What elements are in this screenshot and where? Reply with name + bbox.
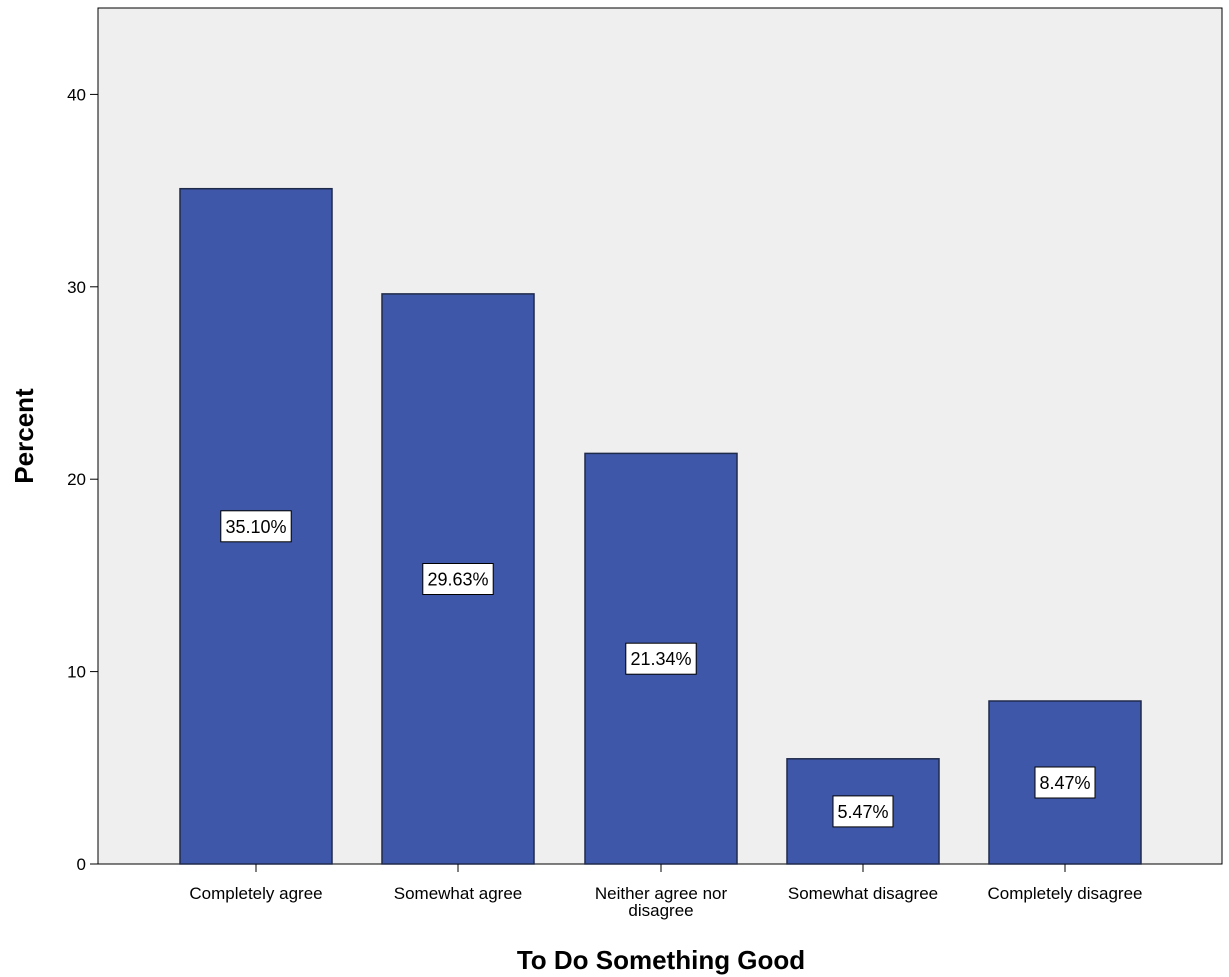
data-label-box <box>422 563 494 595</box>
x-tick-label: Completely agree <box>189 884 322 903</box>
x-axis-title: To Do Something Good <box>517 945 805 975</box>
data-label-text: 29.63% <box>427 570 488 590</box>
data-label: 35.10% <box>220 510 292 543</box>
data-label-box <box>220 510 292 543</box>
data-label-box <box>1034 766 1096 799</box>
data-label-text: 5.47% <box>837 802 888 822</box>
y-axis-title: Percent <box>9 388 39 484</box>
data-label-text: 8.47% <box>1039 773 1090 793</box>
axes-layer: 0 10 20 30 40 Completely agree Somewhat agree N… <box>67 85 1142 920</box>
y-tick-label: 0 <box>77 855 86 874</box>
data-label-text: 35.10% <box>225 517 286 537</box>
y-tick-label: 40 <box>67 85 86 104</box>
data-label-box <box>832 795 894 828</box>
data-label-text: 21.34% <box>630 649 691 669</box>
x-tick-label: Completely disagree <box>988 884 1143 903</box>
x-tick-label: Neither agree nor disagree <box>595 884 728 920</box>
data-label-box <box>625 642 697 675</box>
y-tick-label: 10 <box>67 663 86 682</box>
y-tick-label: 30 <box>67 278 86 297</box>
data-labels-layer: 35.10% 29.63% 21.34% 5.47% 8.47% <box>220 510 1096 828</box>
data-label: 8.47% <box>1034 766 1096 799</box>
x-tick-label: Somewhat agree <box>394 884 523 903</box>
data-label: 21.34% <box>625 642 697 675</box>
data-label: 5.47% <box>832 795 894 828</box>
x-tick-label: Somewhat disagree <box>788 884 938 903</box>
y-tick-label: 20 <box>67 470 86 489</box>
data-label: 29.63% <box>422 563 494 595</box>
